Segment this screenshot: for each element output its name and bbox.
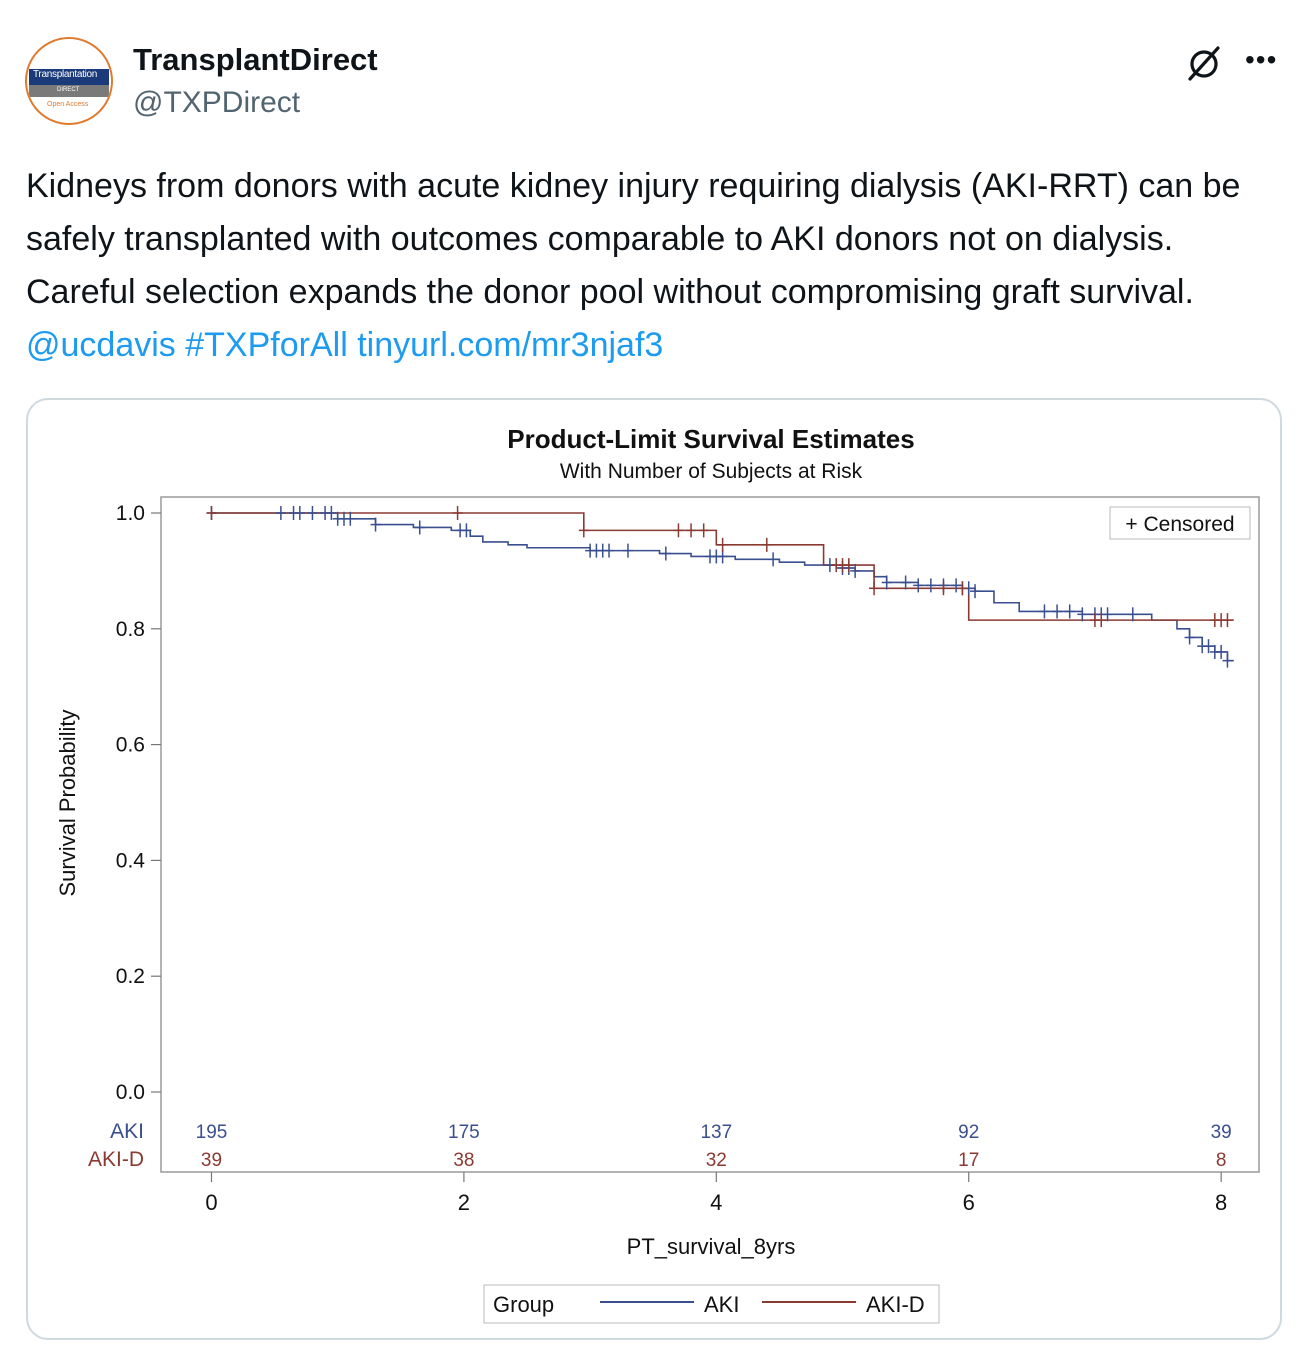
media-card[interactable]: Product-Limit Survival Estimates With Nu… [26,398,1282,1340]
y-tick-label: 0.4 [116,849,146,872]
avatar-logo-bar-secondary [29,85,109,97]
at-risk-row-label: AKI [110,1120,144,1143]
at-risk-value: 175 [448,1122,480,1143]
plot-frame [160,496,1260,1173]
group-legend-box [483,1284,940,1324]
avatar-logo-caption: Open Access [47,101,89,108]
avatar-logo-bar [29,69,109,85]
y-tick-label: 0.0 [116,1081,145,1104]
survival-curve-aki-d [211,512,1234,621]
avatar-logo-subtext: DIRECT [57,87,80,93]
censored-legend-label: + Censored [1125,513,1234,536]
more-icon[interactable]: ••• [1245,44,1278,75]
account-avatar[interactable]: Transplantation DIRECT Open Access [25,37,113,125]
x-tick-label: 6 [963,1190,975,1215]
censored-legend-box [1109,506,1251,540]
slashed-circle-icon[interactable] [1184,45,1224,81]
legend-label-aki: AKI [704,1292,739,1317]
x-tick-label: 2 [458,1190,470,1215]
at-risk-value: 8 [1216,1150,1227,1171]
hashtag-link[interactable]: #TXPforAll [185,326,348,364]
tweet-text: Kidneys from donors with acute kidney in… [26,160,1288,372]
y-tick-label: 1.0 [116,502,145,525]
group-legend-title: Group [493,1292,554,1317]
at-risk-value: 92 [958,1122,979,1143]
survival-chart: Product-Limit Survival Estimates With Nu… [55,424,1260,1324]
x-tick-label: 8 [1215,1190,1227,1215]
y-tick-label: 0.2 [116,965,145,988]
x-tick-label: 4 [710,1190,722,1215]
at-risk-row-label: AKI-D [88,1148,144,1171]
at-risk-value: 38 [453,1150,474,1171]
at-risk-value: 17 [958,1150,979,1171]
tweet-body: Kidneys from donors with acute kidney in… [26,167,1241,311]
at-risk-value: 39 [1211,1122,1232,1143]
survival-curve-aki [211,512,1234,662]
url-link[interactable]: tinyurl.com/mr3njaf3 [357,326,664,364]
chart-subtitle: With Number of Subjects at Risk [560,460,863,483]
y-tick-label: 0.6 [116,734,145,757]
y-tick-label: 0.8 [116,618,145,641]
y-axis-label: Survival Probability [55,709,80,896]
at-risk-value: 32 [706,1150,727,1171]
x-axis-label: PT_survival_8yrs [627,1234,796,1259]
mention-link[interactable]: @ucdavis [26,326,176,364]
chart-title: Product-Limit Survival Estimates [507,424,914,454]
at-risk-value: 195 [196,1122,228,1143]
account-handle[interactable]: @TXPDirect [133,86,301,119]
display-name[interactable]: TransplantDirect [133,42,378,77]
legend-label-aki-d: AKI-D [866,1292,925,1317]
x-tick-label: 0 [205,1190,217,1215]
avatar-logo-text: Transplantation [33,69,98,80]
at-risk-value: 137 [700,1122,732,1143]
at-risk-value: 39 [201,1150,222,1171]
